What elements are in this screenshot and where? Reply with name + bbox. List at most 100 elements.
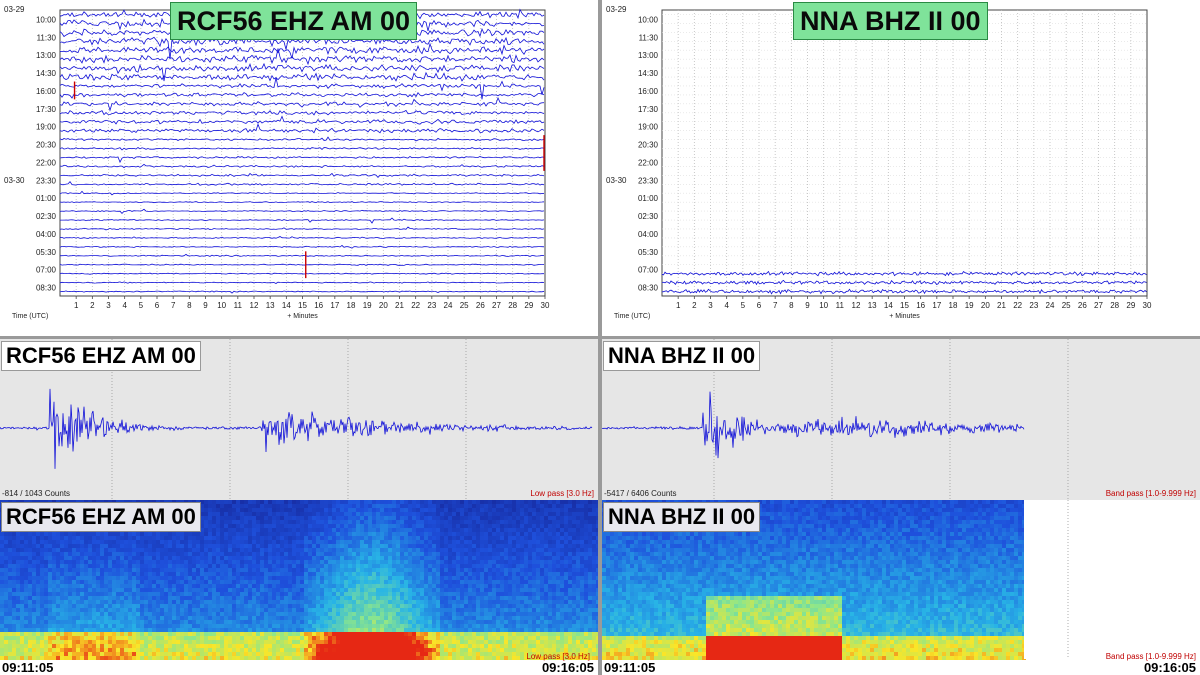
time-tick-label: 11:30: [639, 33, 659, 42]
time-tick-label: 08:30: [36, 284, 57, 293]
minute-tick-label: 16: [916, 301, 925, 310]
time-tick-label: 20:30: [638, 141, 659, 150]
date-label: 03-30: [606, 176, 627, 185]
minute-tick-label: 6: [155, 301, 160, 310]
minute-tick-label: 1: [74, 301, 79, 310]
minute-tick-label: 23: [427, 301, 436, 310]
time-tick-label: 23:30: [638, 176, 659, 185]
helicorder-title-right: NNA BHZ II 00: [793, 2, 988, 40]
minute-tick-label: 13: [868, 301, 877, 310]
minute-tick-label: 7: [773, 301, 778, 310]
trace-station-label-right: NNA BHZ II 00: [603, 341, 761, 371]
time-tick-label: 08:30: [638, 284, 659, 293]
time-tick-label: 10:00: [638, 15, 659, 24]
minute-tick-label: 2: [692, 301, 697, 310]
time-tick-label: 07:00: [36, 266, 57, 275]
minute-tick-label: 15: [298, 301, 307, 310]
helicorder-title-left: RCF56 EHZ AM 00: [170, 2, 418, 40]
minute-tick-label: 28: [508, 301, 517, 310]
minute-tick-label: 30: [541, 301, 550, 310]
helicorder-trace-row: [59, 263, 544, 266]
spectrogram-time-end-right: 09:16:05: [1143, 660, 1196, 675]
minute-tick-label: 10: [819, 301, 828, 310]
helicorder-panel-left: 10:00 11:30 13:00 14:30 16:00 17:30 19:00 20:30…: [0, 0, 598, 336]
minute-tick-label: 23: [1029, 301, 1038, 310]
minute-tick-label: 8: [187, 301, 192, 310]
minute-tick-label: 14: [282, 301, 291, 310]
minute-tick-label: 17: [330, 301, 339, 310]
helicorder-panel-right: 10:00 11:30 13:00 14:30 16:00 17:30 19:00 20:30…: [602, 0, 1200, 336]
time-tick-label: 14:30: [36, 69, 57, 78]
minute-tick-label: 7: [171, 301, 176, 310]
helicorder-trace-row: [59, 62, 545, 82]
time-tick-label: 13:00: [638, 51, 659, 60]
time-tick-label: 16:00: [638, 87, 659, 96]
minute-tick-label: 5: [139, 301, 144, 310]
spectrogram-time-start-left: 09:11:05: [2, 660, 54, 675]
horizontal-divider: [0, 336, 1200, 339]
time-tick-label: 04:00: [638, 230, 659, 239]
helicorder-trace-row: [661, 288, 1147, 295]
helicorder-trace-row: [59, 109, 545, 116]
time-tick-label: 07:00: [638, 266, 659, 275]
trace-counts-left: -814 / 1043 Counts: [2, 489, 71, 498]
date-label: 03-30: [4, 176, 25, 185]
minute-tick-label: 25: [460, 301, 469, 310]
waveform-right: [602, 339, 1069, 500]
minute-tick-label: 21: [395, 301, 404, 310]
minute-tick-label: 24: [444, 301, 453, 310]
minute-tick-label: 27: [1094, 301, 1103, 310]
time-tick-label: 16:00: [36, 87, 57, 96]
helicorder-trace-row: [59, 96, 545, 112]
helicorder-trace-row: [59, 155, 545, 164]
minute-tick-label: 22: [411, 301, 420, 310]
minute-tick-label: 30: [1143, 301, 1152, 310]
minute-tick-label: 11: [234, 301, 243, 310]
helicorder-trace-row: [59, 181, 545, 186]
spectrogram-time-end-left: 09:16:05: [541, 660, 594, 675]
helicorder-trace-row: [661, 270, 1147, 277]
helicorder-trace-row: [59, 36, 545, 60]
helicorder-plot-right: 10:00 11:30 13:00 14:30 16:00 17:30 19:00 20:30…: [606, 5, 1152, 320]
helicorder-traces: [59, 8, 545, 294]
spectrogram-filter-left: Low pass [3.0 Hz]: [526, 652, 590, 661]
helicorder-trace-row: [59, 163, 545, 169]
trace-filter-left: Low pass [3.0 Hz]: [530, 489, 594, 498]
helicorder-trace-row: [59, 48, 545, 66]
helicorder-trace-row: [59, 123, 545, 134]
helicorder-trace-row: [59, 71, 545, 82]
spectrogram-panel-right: NNA BHZ II 00 Band pass [1.0-9.999 Hz] 0…: [602, 500, 1200, 675]
minute-tick-label: 19: [965, 301, 974, 310]
trace-filter-right: Band pass [1.0-9.999 Hz]: [1105, 489, 1196, 498]
x-axis-label: + Minutes: [287, 313, 318, 320]
trace-station-label-left: RCF56 EHZ AM 00: [1, 341, 201, 371]
minute-tick-label: 20: [379, 301, 388, 310]
helicorder-traces: [661, 270, 1147, 295]
helicorder-trace-row: [59, 208, 545, 214]
minute-tick-label: 3: [708, 301, 713, 310]
minute-tick-label: 27: [492, 301, 501, 310]
time-tick-label: 01:00: [36, 194, 57, 203]
spectrogram-station-label-left: RCF56 EHZ AM 00: [1, 502, 201, 532]
minute-tick-label: 14: [884, 301, 893, 310]
time-tick-label: 05:30: [638, 248, 659, 257]
helicorder-trace-row: [59, 226, 545, 231]
helicorder-trace-row: [59, 253, 545, 257]
minute-tick-label: 22: [1013, 301, 1022, 310]
minute-tick-label: 19: [363, 301, 372, 310]
minute-tick-label: 29: [1126, 301, 1135, 310]
time-tick-label: 19:00: [638, 123, 659, 132]
time-tick-label: 22:00: [638, 158, 659, 167]
minute-tick-label: 9: [203, 301, 208, 310]
minute-tick-label: 20: [981, 301, 990, 310]
time-tick-label: 11:30: [37, 33, 57, 42]
helicorder-trace-row: [59, 77, 545, 100]
waveform-line: [0, 388, 593, 469]
helicorder-trace-row: [59, 115, 545, 125]
trace-panel-right: NNA BHZ II 00 -5417 / 6406 Counts Band p…: [602, 339, 1200, 500]
time-tick-label: 02:30: [36, 212, 57, 221]
trace-panel-left: RCF56 EHZ AM 00 -814 / 1043 Counts Low p…: [0, 339, 598, 500]
helicorder-trace-row: [59, 147, 545, 151]
helicorder-trace-row: [59, 201, 545, 204]
helicorder-trace-row: [59, 91, 545, 99]
